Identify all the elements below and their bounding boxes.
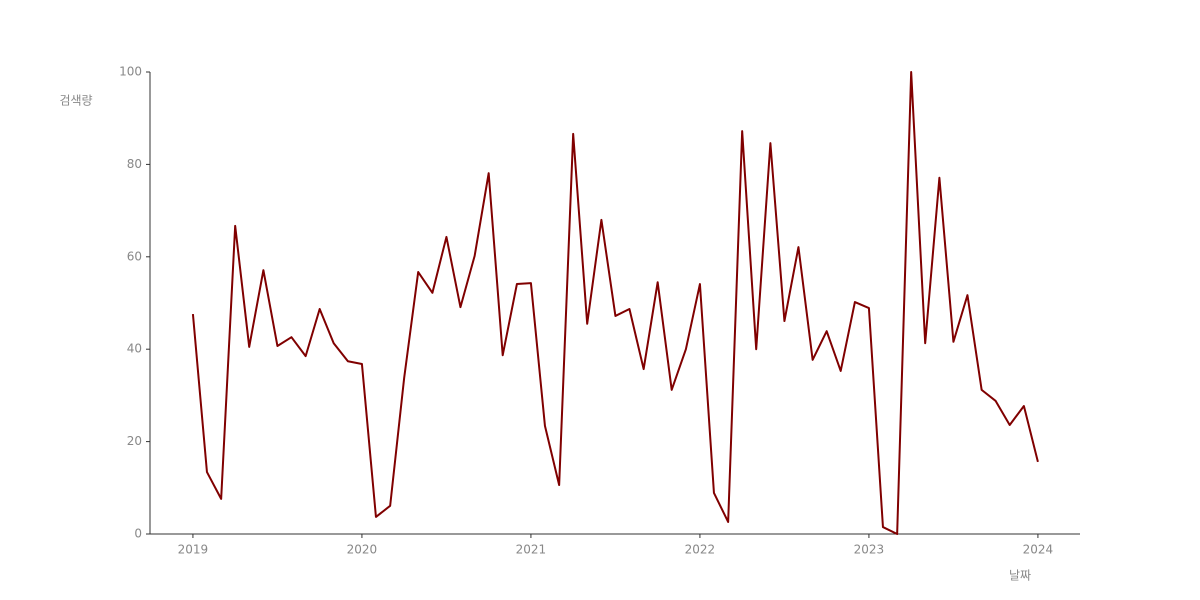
y-tick-label: 60 xyxy=(127,249,142,263)
x-tick-label: 2020 xyxy=(347,543,378,557)
line-series xyxy=(191,71,1039,535)
x-tick-label: 2022 xyxy=(685,543,716,557)
y-tick-label: 0 xyxy=(134,527,142,541)
y-tick-label: 20 xyxy=(127,434,142,448)
y-axis-label: 검색량 xyxy=(59,94,92,108)
x-tick-label: 2019 xyxy=(178,543,209,557)
x-tick-label: 2021 xyxy=(516,543,547,557)
x-tick-label: 2023 xyxy=(854,543,885,557)
x-axis-label: 날짜 xyxy=(1009,569,1031,583)
y-tick-label: 80 xyxy=(127,157,142,171)
y-tick-label: 40 xyxy=(127,342,142,356)
x-tick-label: 2024 xyxy=(1023,543,1054,557)
y-tick-label: 100 xyxy=(119,65,142,79)
